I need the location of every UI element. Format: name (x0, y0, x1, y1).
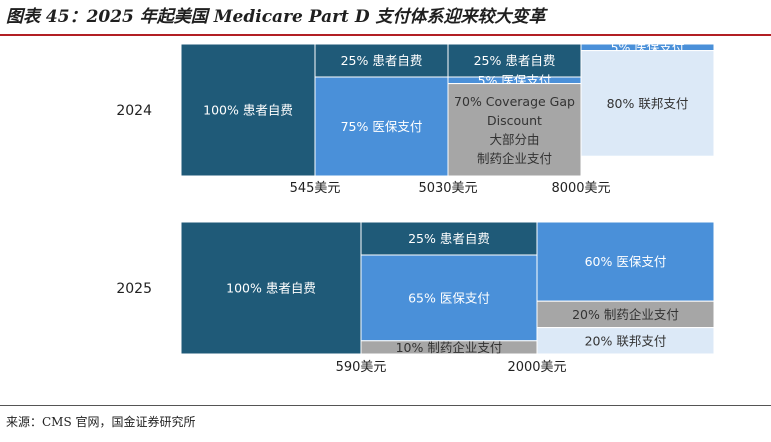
threshold-label: 2000美元 (507, 360, 566, 375)
bar-block (536, 327, 715, 355)
row-label: 2025 (116, 281, 152, 297)
bar-block (314, 43, 449, 78)
bar-block (180, 43, 316, 177)
block-label: 80% 联邦支付 (607, 96, 689, 111)
block-label: 60% 医保支付 (585, 254, 667, 269)
block-label: 100% 患者自费 (203, 103, 293, 118)
block-label: 100% 患者自费 (226, 281, 316, 296)
block-label: 10% 制药企业支付 (396, 340, 503, 355)
threshold-label: 8000美元 (551, 181, 610, 196)
block-label: 70% Coverage Gap (454, 94, 575, 109)
block-label: 65% 医保支付 (408, 290, 490, 305)
block-label: 制药企业支付 (477, 151, 552, 166)
source-rule (0, 405, 771, 406)
title-rule (0, 34, 771, 36)
block-label: 大部分由 (489, 132, 539, 147)
block-label: 20% 制药企业支付 (572, 307, 679, 322)
bar-block (580, 50, 715, 157)
block-label: 25% 患者自费 (474, 53, 556, 68)
block-label: Discount (487, 113, 542, 128)
bar-block (536, 221, 715, 302)
bar-block (360, 254, 538, 342)
block-label: 20% 联邦支付 (585, 333, 667, 348)
row-label: 2024 (116, 103, 152, 119)
bar-block (180, 221, 362, 355)
block-label: 25% 患者自费 (341, 53, 423, 68)
threshold-label: 5030美元 (418, 181, 477, 196)
threshold-label: 545美元 (290, 181, 341, 196)
block-label: 75% 医保支付 (341, 119, 423, 134)
chart-title: 图表 45：2025 年起美国 Medicare Part D 支付体系迎来较大… (6, 7, 546, 27)
source-note: 来源：CMS 官网，国金证券研究所 (6, 415, 196, 429)
block-label: 25% 患者自费 (408, 231, 490, 246)
threshold-label: 590美元 (336, 360, 387, 375)
